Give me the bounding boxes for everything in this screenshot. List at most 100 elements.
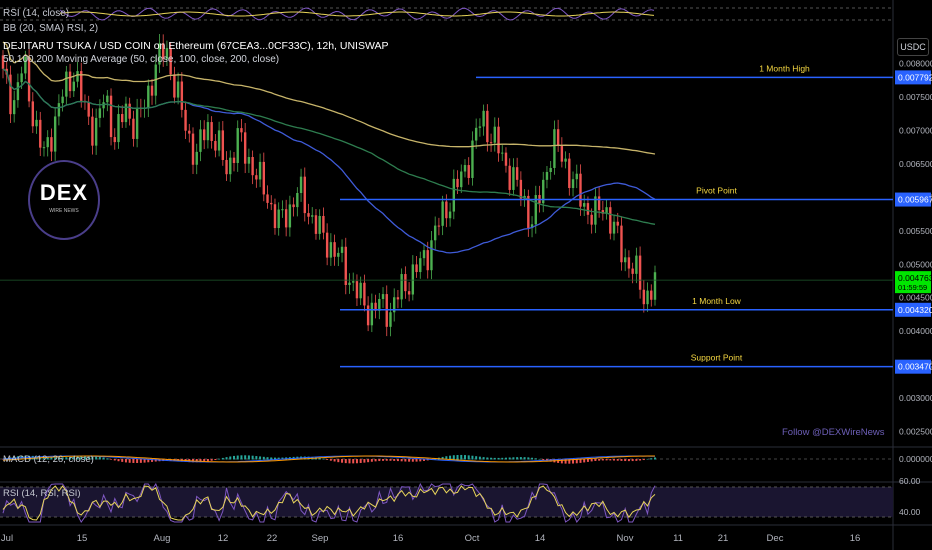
macd-histogram-bar <box>497 457 500 460</box>
currency-button[interactable]: USDC <box>897 38 929 56</box>
candle-body <box>124 103 128 123</box>
candle-body <box>273 204 277 229</box>
macd-histogram-bar <box>244 455 247 460</box>
candle-body <box>57 103 61 117</box>
candle-body <box>653 272 657 300</box>
macd-histogram-bar <box>579 459 582 463</box>
candle-body <box>463 165 467 172</box>
rsi-band <box>0 487 893 517</box>
candle-body <box>556 129 560 147</box>
candle-body <box>460 171 463 188</box>
candle-body <box>478 126 482 128</box>
macd-histogram-bar <box>143 459 146 463</box>
candle-body <box>396 297 400 300</box>
macd-histogram-bar <box>42 456 45 460</box>
time-tick-label: Sep <box>312 533 329 544</box>
macd-histogram-bar <box>445 456 448 460</box>
candle-body <box>467 165 470 178</box>
candle-body <box>132 118 135 139</box>
dex-logo: DEX WIRE NEWS <box>28 160 100 240</box>
macd-histogram-bar <box>98 456 101 460</box>
candle-body <box>612 221 616 234</box>
macd-histogram-bar <box>568 459 571 464</box>
macd-histogram-bar <box>404 459 407 462</box>
candle-body <box>202 129 206 141</box>
candle-body <box>623 257 627 263</box>
candle-body <box>389 312 392 327</box>
macd-histogram-bar <box>262 456 265 460</box>
candle-body <box>642 289 646 305</box>
candle-body <box>262 161 265 195</box>
macd-histogram-bar <box>69 456 72 460</box>
macd-histogram-bar <box>609 459 612 461</box>
bb-label: BB (20, SMA) RSI, 2) <box>3 23 99 34</box>
macd-histogram-bar <box>232 455 235 460</box>
price-tick-label: 0.007000 <box>899 125 932 135</box>
candle-body <box>307 213 310 217</box>
candle-body <box>94 117 98 146</box>
current-price-countdown: 01:59:59 <box>898 283 927 292</box>
price-tick-label: 0.005500 <box>899 226 932 236</box>
candle-body <box>255 175 258 180</box>
candle-body <box>527 195 530 229</box>
moving-average-200 <box>2 41 656 155</box>
candle-body <box>333 242 336 257</box>
macd-histogram-bar <box>199 459 202 463</box>
macd-histogram-bar <box>635 459 638 461</box>
1-month-high-price-value: 0.007792 <box>898 72 932 82</box>
1-month-high-label: 1 Month High <box>759 63 810 73</box>
macd-histogram-bar <box>482 457 485 460</box>
macd-histogram-bar <box>367 459 370 463</box>
candle-body <box>471 140 474 178</box>
price-tick-label: 0.002500 <box>899 427 932 437</box>
macd-histogram-bar <box>620 459 623 461</box>
time-tick-label: Oct <box>465 533 480 544</box>
macd-histogram-bar <box>560 459 563 464</box>
candle-body <box>586 203 590 215</box>
macd-histogram-bar <box>490 457 493 460</box>
candle-body <box>266 194 269 203</box>
candle-body <box>456 178 459 188</box>
candle-body <box>590 214 593 225</box>
macd-histogram-bar <box>512 457 515 460</box>
candle-body <box>433 225 437 241</box>
candle-body <box>448 211 452 219</box>
macd-histogram-bar <box>273 457 276 460</box>
macd-histogram-bar <box>586 459 589 462</box>
macd-histogram-bar <box>110 459 113 460</box>
macd-histogram-bar <box>206 459 209 462</box>
macd-histogram-bar <box>419 459 422 462</box>
macd-histogram-bar <box>225 457 228 460</box>
macd-histogram-bar <box>449 455 452 460</box>
candle-body <box>597 196 601 211</box>
candle-body <box>188 130 191 134</box>
macd-histogram-bar <box>124 459 127 463</box>
time-tick-label: 16 <box>393 533 404 544</box>
macd-histogram-bar <box>2 459 4 460</box>
macd-histogram-bar <box>396 459 399 462</box>
macd-signal-line <box>2 455 655 463</box>
time-tick-label: 11 <box>673 533 683 544</box>
candle-body <box>374 302 377 311</box>
macd-histogram-bar <box>389 459 392 461</box>
candle-body <box>545 172 549 180</box>
candle-body <box>411 264 415 295</box>
macd-histogram-bar <box>441 456 444 460</box>
macd-histogram-bar <box>329 459 332 461</box>
macd-histogram-bar <box>400 459 403 462</box>
macd-histogram-bar <box>132 459 135 463</box>
macd-histogram-bar <box>594 459 597 461</box>
candle-body <box>80 71 83 101</box>
candle-body <box>221 130 225 160</box>
macd-histogram-bar <box>344 459 347 464</box>
candle-body <box>288 204 292 228</box>
macd-histogram-bar <box>631 459 634 462</box>
1-month-high-price-tag <box>895 70 931 85</box>
candle-body <box>270 202 273 205</box>
candle-body <box>180 81 184 110</box>
watermark: Follow @DEXWireNews <box>782 427 885 438</box>
1-month-low-price-tag <box>895 302 931 317</box>
candle-body <box>191 133 195 165</box>
